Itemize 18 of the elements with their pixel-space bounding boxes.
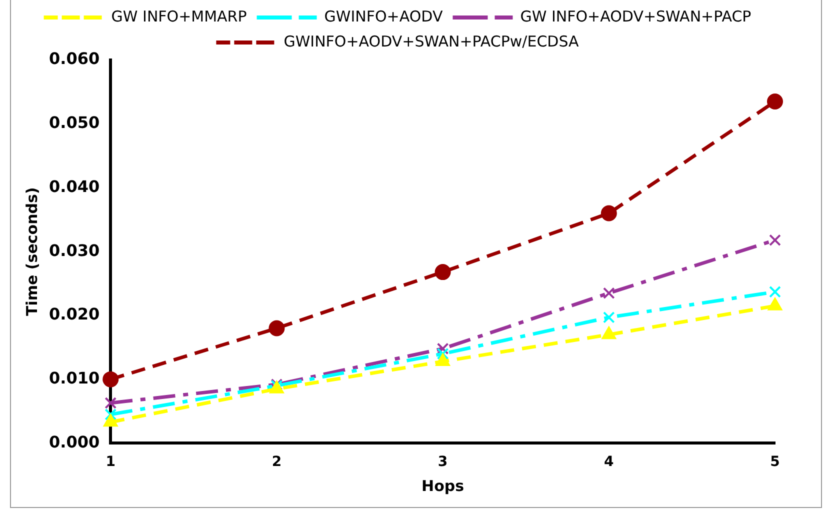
- y-tick-label: 0.050: [49, 113, 100, 132]
- y-axis-title: Time (seconds): [22, 187, 41, 316]
- x-tick-label: 4: [604, 454, 614, 470]
- x-tick-label: 3: [438, 454, 448, 470]
- legend-label: GW INFO+MMARP: [111, 7, 247, 26]
- y-tick-label: 0.040: [49, 176, 100, 196]
- legend-label: GWINFO+AODV: [324, 7, 444, 26]
- legend-label: GWINFO+AODV+SWAN+PACPw/ECDSA: [284, 32, 580, 50]
- y-tick-label: 0.020: [49, 304, 100, 324]
- y-tick-label: 0.000: [49, 432, 100, 452]
- legend-label: GW INFO+AODV+SWAN+PACP: [520, 7, 752, 26]
- x-tick-label: 5: [770, 454, 780, 470]
- y-tick-label: 0.030: [49, 240, 100, 260]
- x-axis-title: Hops: [422, 476, 464, 495]
- x-tick-label: 2: [272, 454, 282, 470]
- y-tick-label: 0.060: [49, 49, 100, 68]
- y-tick-label: 0.010: [49, 368, 100, 388]
- x-tick-label: 1: [106, 454, 116, 470]
